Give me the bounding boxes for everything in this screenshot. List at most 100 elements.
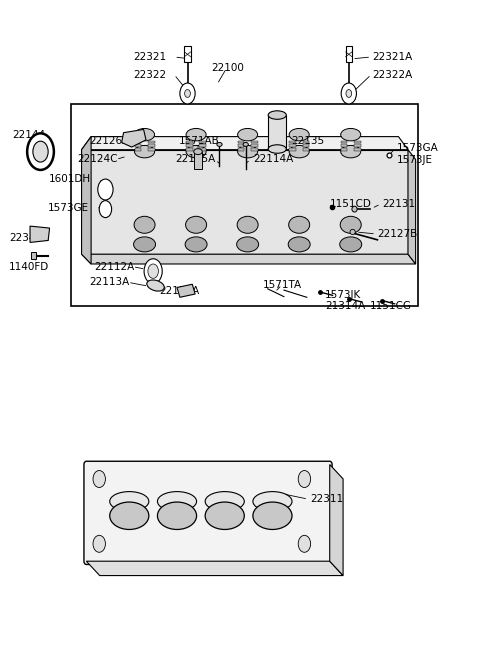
Text: 22113A: 22113A bbox=[89, 277, 129, 287]
Bar bbox=[71, 104, 418, 306]
Text: 22125A: 22125A bbox=[159, 287, 200, 297]
Circle shape bbox=[98, 179, 113, 200]
Circle shape bbox=[298, 470, 311, 487]
Bar bbox=[341, 148, 348, 151]
Text: 1571TA: 1571TA bbox=[263, 280, 301, 290]
Bar bbox=[289, 148, 296, 151]
Bar bbox=[199, 140, 206, 143]
Ellipse shape bbox=[110, 491, 149, 511]
Ellipse shape bbox=[268, 111, 286, 119]
Text: 1151CG: 1151CG bbox=[369, 301, 411, 311]
Ellipse shape bbox=[237, 237, 259, 252]
Circle shape bbox=[185, 90, 191, 97]
Text: 22311: 22311 bbox=[311, 494, 344, 504]
Bar bbox=[302, 144, 309, 147]
Circle shape bbox=[27, 133, 54, 170]
Bar bbox=[354, 148, 361, 151]
Text: 22321: 22321 bbox=[133, 52, 166, 62]
Polygon shape bbox=[330, 464, 343, 575]
Polygon shape bbox=[82, 136, 408, 150]
Ellipse shape bbox=[341, 146, 361, 158]
Ellipse shape bbox=[147, 280, 164, 291]
Ellipse shape bbox=[134, 216, 155, 234]
Ellipse shape bbox=[288, 216, 310, 234]
Bar bbox=[134, 144, 141, 147]
Text: 1573GA: 1573GA bbox=[396, 144, 438, 154]
Ellipse shape bbox=[352, 206, 357, 212]
Ellipse shape bbox=[289, 146, 309, 158]
Polygon shape bbox=[408, 150, 416, 264]
Bar bbox=[148, 144, 155, 147]
Bar bbox=[289, 140, 296, 143]
Text: 22322: 22322 bbox=[133, 70, 166, 79]
Text: 22341C: 22341C bbox=[9, 233, 49, 243]
Bar bbox=[238, 144, 244, 147]
Bar bbox=[134, 140, 141, 143]
Ellipse shape bbox=[340, 237, 362, 252]
Ellipse shape bbox=[238, 129, 258, 141]
Text: 22135: 22135 bbox=[291, 136, 324, 146]
Circle shape bbox=[93, 470, 106, 487]
Ellipse shape bbox=[186, 216, 206, 234]
Circle shape bbox=[180, 83, 195, 104]
Ellipse shape bbox=[237, 216, 258, 234]
Text: 22321A: 22321A bbox=[372, 52, 413, 62]
Bar bbox=[238, 148, 244, 151]
Bar bbox=[194, 152, 202, 169]
Text: 22131: 22131 bbox=[382, 199, 415, 209]
Ellipse shape bbox=[217, 142, 222, 146]
Bar bbox=[289, 144, 296, 147]
Bar bbox=[148, 148, 155, 151]
Ellipse shape bbox=[288, 237, 310, 252]
Ellipse shape bbox=[134, 146, 155, 158]
Ellipse shape bbox=[289, 129, 309, 141]
Text: 22114A: 22114A bbox=[253, 154, 294, 165]
Ellipse shape bbox=[253, 491, 292, 511]
Bar bbox=[341, 144, 348, 147]
Ellipse shape bbox=[238, 146, 258, 158]
Circle shape bbox=[346, 90, 352, 97]
Bar bbox=[148, 140, 155, 143]
Text: 1571AB: 1571AB bbox=[179, 136, 220, 146]
Circle shape bbox=[341, 83, 357, 104]
Polygon shape bbox=[82, 136, 91, 264]
Ellipse shape bbox=[253, 502, 292, 529]
Bar bbox=[134, 148, 141, 151]
Ellipse shape bbox=[134, 129, 155, 141]
Text: 22124C: 22124C bbox=[77, 154, 117, 165]
Bar bbox=[341, 140, 348, 143]
Circle shape bbox=[33, 141, 48, 162]
Text: 1140FD: 1140FD bbox=[9, 262, 49, 272]
Circle shape bbox=[144, 258, 162, 283]
Text: 1573JK: 1573JK bbox=[325, 290, 361, 300]
Polygon shape bbox=[82, 254, 416, 264]
Ellipse shape bbox=[268, 145, 286, 154]
Bar bbox=[302, 140, 309, 143]
Text: 22126A: 22126A bbox=[89, 136, 129, 146]
Text: 22112A: 22112A bbox=[94, 262, 134, 272]
Bar bbox=[238, 140, 244, 143]
Bar bbox=[199, 148, 206, 151]
Text: 22115A: 22115A bbox=[175, 154, 215, 165]
Bar bbox=[302, 148, 309, 151]
Bar bbox=[268, 115, 286, 149]
Polygon shape bbox=[86, 561, 343, 575]
Ellipse shape bbox=[243, 142, 248, 146]
Ellipse shape bbox=[133, 237, 156, 252]
Circle shape bbox=[99, 201, 112, 218]
Circle shape bbox=[148, 264, 158, 278]
Polygon shape bbox=[30, 226, 49, 243]
Bar bbox=[354, 144, 361, 147]
Text: 22100: 22100 bbox=[212, 63, 244, 73]
Bar bbox=[186, 140, 193, 143]
Bar bbox=[199, 144, 206, 147]
Text: 22322A: 22322A bbox=[372, 70, 413, 79]
Ellipse shape bbox=[350, 230, 355, 235]
Ellipse shape bbox=[157, 502, 197, 529]
Ellipse shape bbox=[205, 502, 244, 529]
Bar bbox=[251, 148, 258, 151]
Bar bbox=[31, 252, 36, 259]
Circle shape bbox=[93, 535, 106, 552]
FancyBboxPatch shape bbox=[84, 461, 332, 564]
Text: 1151CD: 1151CD bbox=[330, 199, 372, 209]
